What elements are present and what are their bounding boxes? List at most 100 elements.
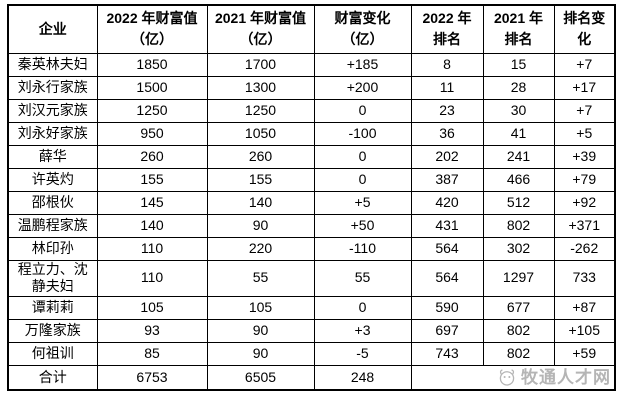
value-cell: 93 [96, 318, 208, 343]
header-label: 排名变 [563, 10, 606, 27]
table-row: 万隆家族 93 90 +3 697 802 +105 [7, 318, 616, 343]
value-cell: 15 [482, 52, 555, 77]
total-row: 合计 6753 6505 248 [7, 364, 616, 391]
value-cell: 11 [410, 75, 484, 100]
value-cell: 8 [410, 52, 484, 77]
value-cell: +5 [313, 190, 412, 215]
enterprise-name-cell: 刘永好家族 [7, 121, 98, 146]
value-cell: +39 [553, 144, 616, 169]
header-label: 排名 [433, 31, 461, 48]
value-cell: 802 [482, 213, 555, 238]
value-cell: 1250 [206, 98, 315, 123]
value-cell: 36 [410, 121, 484, 146]
wealth-ranking-table: 企业 2022 年财富值 （亿） 2021 年财富值 （亿） 财富变化 （亿） … [7, 4, 616, 391]
enterprise-name-cell: 谭莉莉 [7, 295, 98, 320]
header-row: 企业 2022 年财富值 （亿） 2021 年财富值 （亿） 财富变化 （亿） … [7, 4, 616, 54]
animal-face-logo-icon [499, 369, 515, 386]
header-label: （亿） [131, 31, 173, 48]
header-cell-wealth-change: 财富变化 （亿） [313, 4, 412, 54]
value-cell: 90 [206, 341, 315, 366]
value-cell: 1300 [206, 75, 315, 100]
value-cell: 0 [313, 144, 412, 169]
value-cell: 41 [482, 121, 555, 146]
value-cell: +371 [553, 213, 616, 238]
enterprise-name-cell: 刘永行家族 [7, 75, 98, 100]
header-cell-rank-change: 排名变 化 [553, 4, 616, 54]
header-cell-wealth-2021: 2021 年财富值 （亿） [206, 4, 315, 54]
table-row: 谭莉莉 105 105 0 590 677 +87 [7, 295, 616, 320]
value-cell: 241 [482, 144, 555, 169]
value-cell: 220 [206, 236, 315, 261]
enterprise-name-cell: 林印孙 [7, 236, 98, 261]
value-cell: 802 [482, 341, 555, 366]
table-row: 秦英林夫妇 1850 1700 +185 8 15 +7 [7, 52, 616, 77]
enterprise-name-cell: 程立力、沈静夫妇 [7, 259, 98, 297]
table-row: 林印孙 110 220 -110 564 302 -262 [7, 236, 616, 261]
table-row: 温鹏程家族 140 90 +50 431 802 +371 [7, 213, 616, 238]
header-label: 企业 [38, 20, 67, 37]
value-cell: +3 [313, 318, 412, 343]
enterprise-name-cell: 邵根伙 [7, 190, 98, 215]
value-cell: 677 [482, 295, 555, 320]
value-cell: 0 [313, 295, 412, 320]
value-cell: 743 [410, 341, 484, 366]
value-cell: 420 [410, 190, 484, 215]
value-cell: 140 [96, 213, 208, 238]
header-label: 2021 年 [493, 10, 544, 27]
total-label-cell: 合计 [7, 364, 98, 391]
value-cell: 1700 [206, 52, 315, 77]
value-cell: 302 [482, 236, 555, 261]
value-cell: -110 [313, 236, 412, 261]
table-row: 邵根伙 145 140 +5 420 512 +92 [7, 190, 616, 215]
total-value-cell: 6753 [96, 364, 208, 391]
value-cell: 466 [482, 167, 555, 192]
enterprise-name-cell: 薛华 [7, 144, 98, 169]
value-cell: 23 [410, 98, 484, 123]
value-cell: 1250 [96, 98, 208, 123]
value-cell: 85 [96, 341, 208, 366]
value-cell: 140 [206, 190, 315, 215]
value-cell: 155 [96, 167, 208, 192]
table-row: 刘永好家族 950 1050 -100 36 41 +5 [7, 121, 616, 146]
value-cell: -262 [553, 236, 616, 261]
value-cell: 0 [313, 167, 412, 192]
value-cell: 90 [206, 213, 315, 238]
value-cell: 110 [96, 236, 208, 261]
watermark-text: 牧通人才网 [521, 367, 611, 387]
enterprise-name-cell: 何祖训 [7, 341, 98, 366]
value-cell: 431 [410, 213, 484, 238]
header-label: 排名 [504, 31, 533, 48]
value-cell: -100 [313, 121, 412, 146]
value-cell: +92 [553, 190, 616, 215]
total-value-cell: 248 [313, 364, 412, 391]
value-cell: 0 [313, 98, 412, 123]
value-cell: +17 [553, 75, 616, 100]
value-cell: 260 [96, 144, 208, 169]
header-label: （亿） [239, 31, 282, 48]
value-cell: 590 [410, 295, 484, 320]
table-row: 薛华 260 260 0 202 241 +39 [7, 144, 616, 169]
table-row: 程立力、沈静夫妇 110 55 55 564 1297 733 [7, 259, 616, 297]
value-cell: 145 [96, 190, 208, 215]
watermark: 牧通人才网 [415, 366, 612, 388]
header-cell-enterprise: 企业 [7, 4, 98, 54]
enterprise-name-cell: 许英灼 [7, 167, 98, 192]
value-cell: 155 [206, 167, 315, 192]
value-cell: 55 [313, 259, 412, 297]
value-cell: +7 [553, 52, 616, 77]
value-cell: 512 [482, 190, 555, 215]
table-row: 刘永行家族 1500 1300 +200 11 28 +17 [7, 75, 616, 100]
value-cell: -5 [313, 341, 412, 366]
enterprise-name-cell: 温鹏程家族 [7, 213, 98, 238]
value-cell: 1850 [96, 52, 208, 77]
value-cell: 1297 [482, 259, 555, 297]
header-label: 化 [577, 31, 592, 48]
value-cell: 110 [96, 259, 208, 297]
table-row: 许英灼 155 155 0 387 466 +79 [7, 167, 616, 192]
value-cell: +185 [313, 52, 412, 77]
value-cell: +79 [553, 167, 616, 192]
value-cell: +7 [553, 98, 616, 123]
value-cell: 90 [206, 318, 315, 343]
value-cell: 202 [410, 144, 484, 169]
value-cell: +59 [553, 341, 616, 366]
